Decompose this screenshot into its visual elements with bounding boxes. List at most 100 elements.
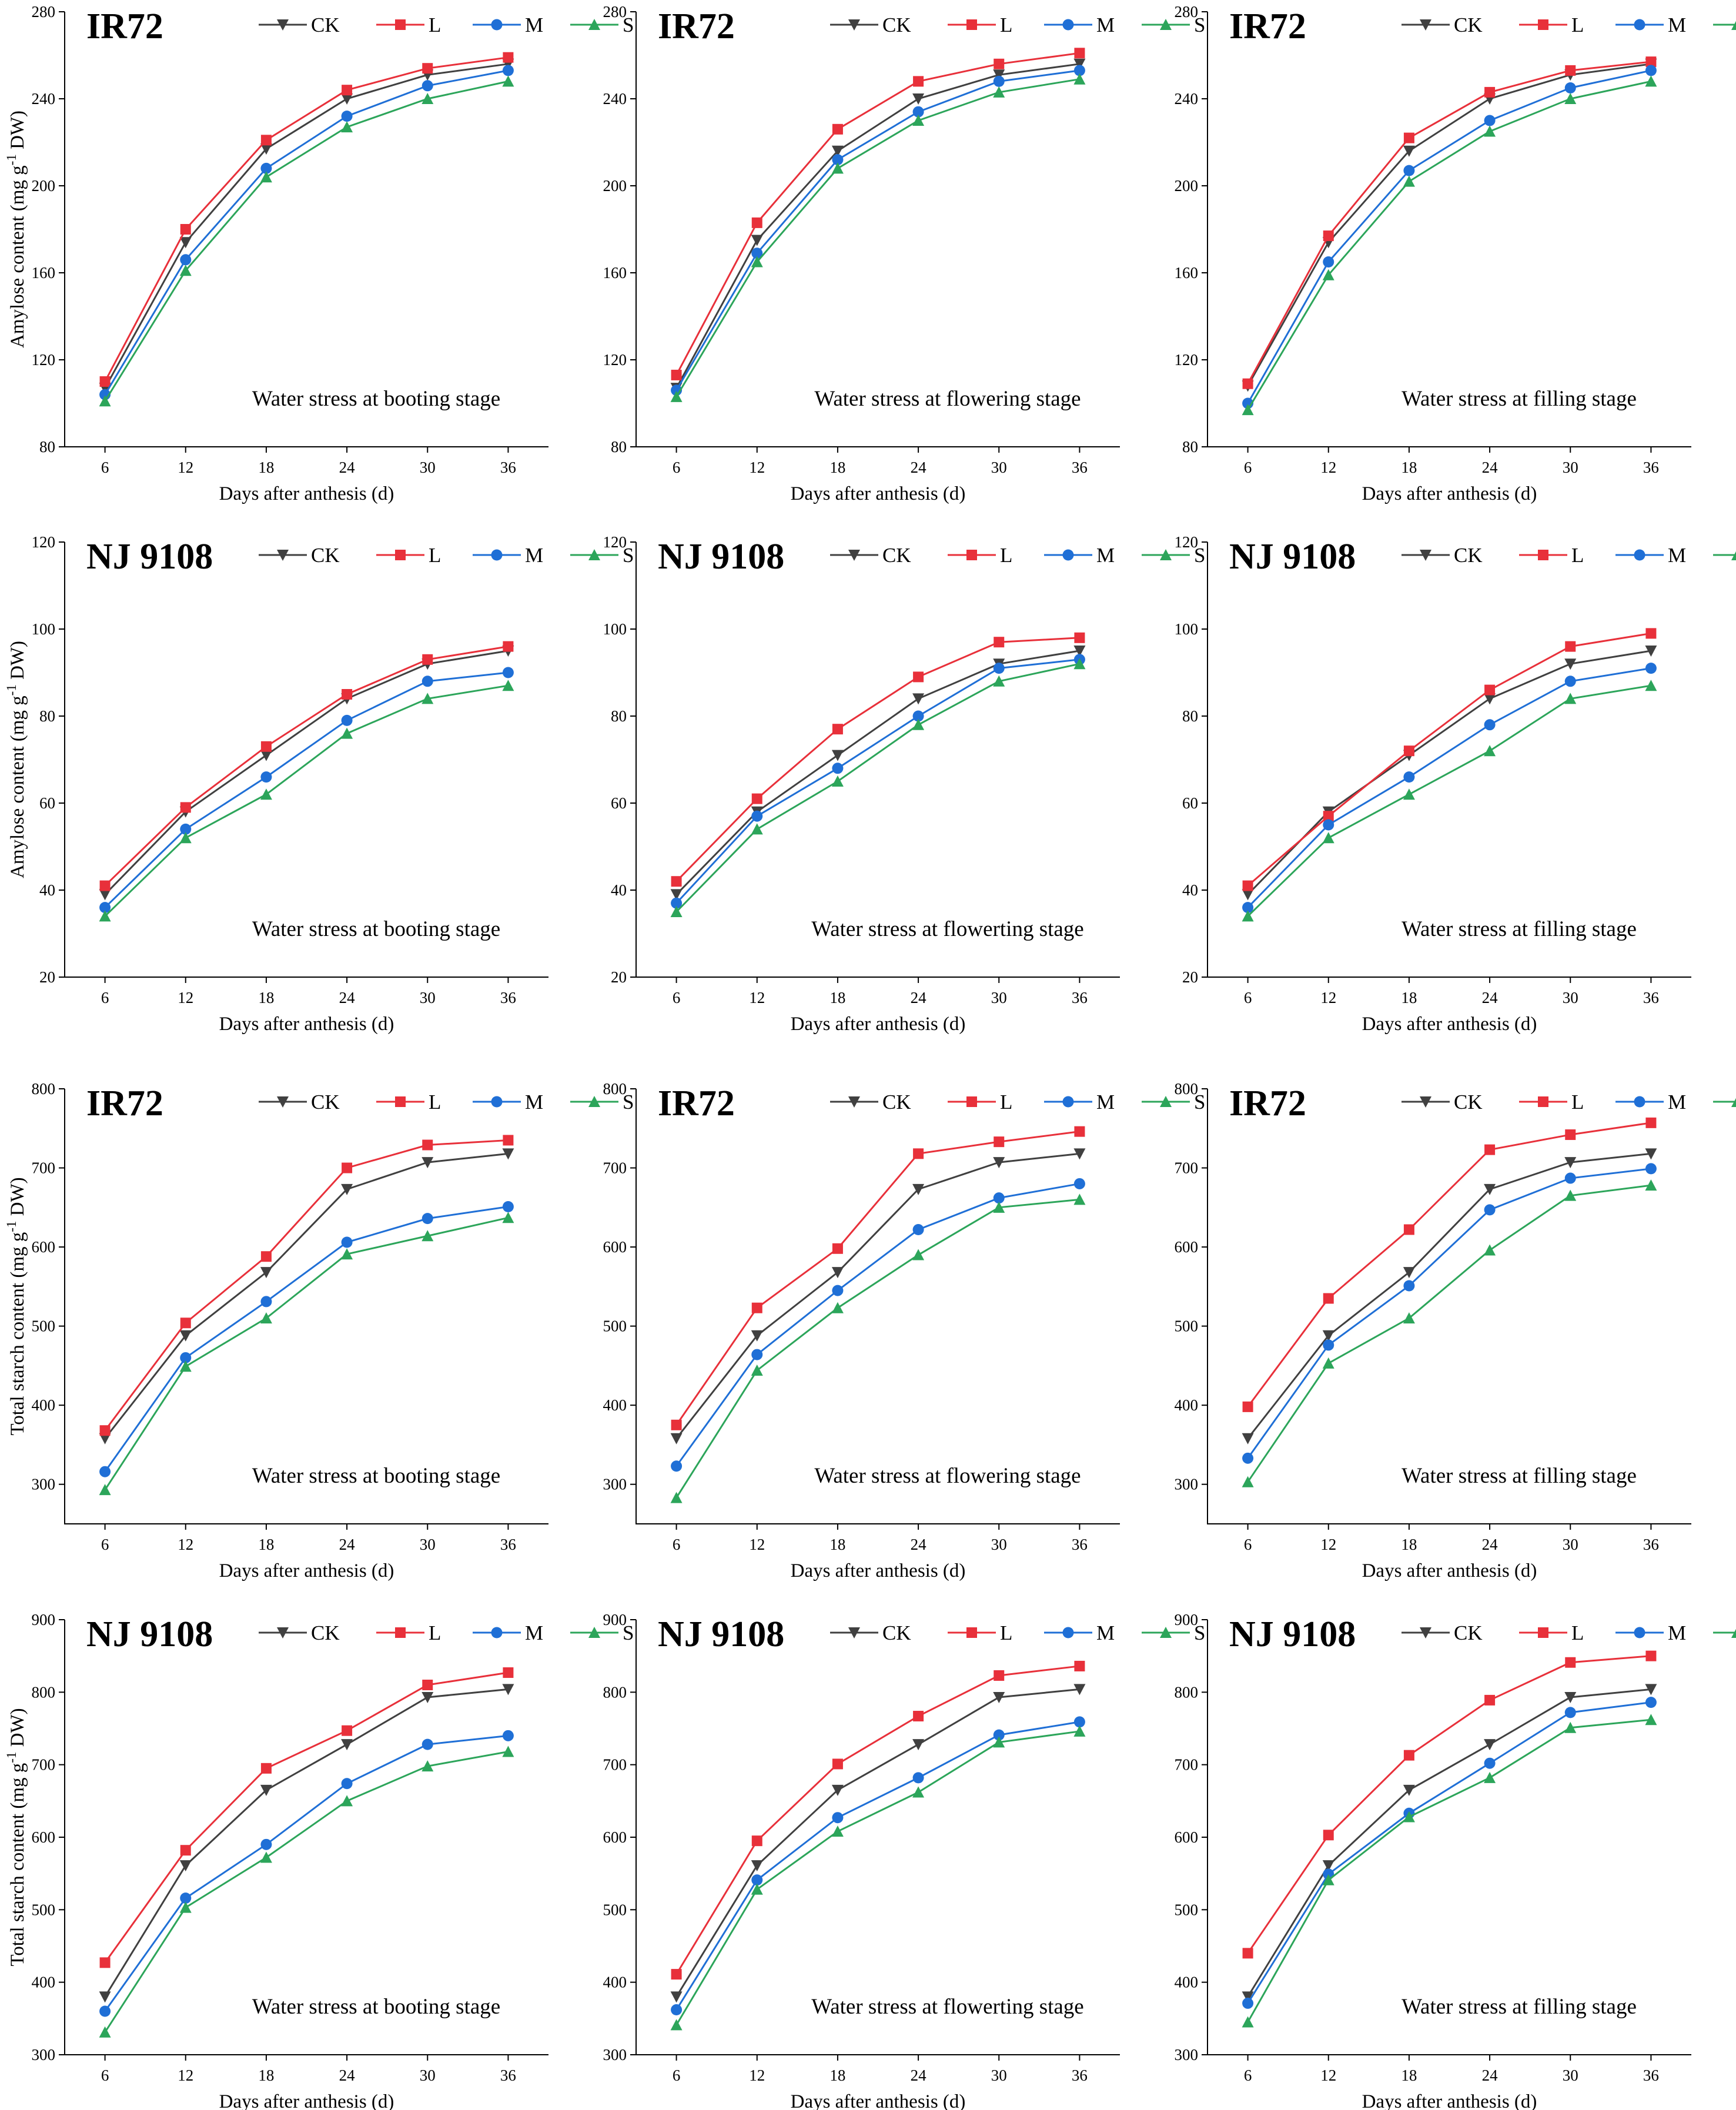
data-point-ck [1403,145,1415,157]
data-point-ck [670,1991,683,2003]
legend-label: S [623,544,634,567]
x-tick-label: 24 [911,459,927,476]
data-point-m [180,254,192,266]
series-line-m [104,1205,509,1473]
data-point-s [1645,1179,1657,1191]
legend-item-s: S [570,1091,634,1113]
data-point-m [502,1201,514,1212]
legend-item-s: S [1142,1621,1205,1644]
y-tick-label: 200 [603,177,627,195]
data-point-s [1484,1771,1496,1783]
series-line-m [1247,1701,1651,2004]
data-point-s [422,93,434,104]
data-point-m [912,106,924,118]
x-tick-label: 24 [339,989,356,1006]
data-point-l [342,1725,353,1736]
data-point-m [180,1352,192,1363]
data-point-l [180,802,191,813]
x-axis-label: Days after anthesis (d) [791,483,966,504]
data-point-m [1484,719,1496,731]
x-tick-label: 12 [749,2066,765,2084]
x-tick-label: 30 [991,2066,1007,2084]
legend-marker-m [1634,549,1645,561]
data-point-l [342,689,353,700]
panel-title: NJ 9108 [86,537,213,577]
data-point-s [912,115,925,126]
y-tick-label: 800 [603,1080,627,1098]
y-tick-label: 700 [1175,1159,1199,1177]
series-l [1242,1650,1657,1959]
data-point-l [180,1318,191,1329]
series-line-ck [104,1152,509,1439]
data-point-m [1564,1172,1576,1184]
y-tick-label: 400 [1175,1974,1199,1991]
x-tick-label: 6 [1244,459,1252,476]
legend-item-ck: CK [1401,1621,1483,1644]
x-tick-label: 6 [101,2066,109,2084]
x-tick-label: 18 [258,989,274,1006]
x-tick-label: 12 [1320,2066,1336,2084]
y-tick-label: 100 [1175,620,1199,638]
data-point-l [1323,1293,1334,1304]
x-tick-label: 30 [1563,459,1578,476]
data-point-s [502,680,514,691]
series-line-l [675,637,1080,882]
y-tick-label: 120 [603,533,627,551]
legend-marker-m [491,1627,503,1638]
legend-marker-s [1160,1627,1172,1638]
y-tick-label: 500 [603,1318,627,1335]
legend-label: CK [882,1091,911,1113]
x-tick-label: 12 [1320,1536,1336,1553]
data-point-m [1403,771,1415,783]
data-point-s [751,256,763,267]
data-point-s [912,1249,925,1260]
y-tick-label: 240 [32,90,56,108]
series-line-l [675,52,1080,376]
data-point-ck [99,1991,111,2003]
data-point-l [1645,1650,1657,1661]
data-point-s [670,906,683,917]
data-point-m [751,810,763,822]
legend-marker-ck [277,1627,289,1638]
data-point-s [831,162,844,174]
x-tick-label: 12 [1320,459,1336,476]
data-point-s [341,121,353,133]
series-line-m [104,1734,509,2012]
y-tick-label: 400 [603,1396,627,1414]
axis-frame [1207,1089,1691,1524]
legend-marker-ck [1420,19,1431,31]
y-tick-label: 500 [603,1901,627,1918]
data-point-ck [831,1784,844,1796]
legend-item-m: M [473,1091,543,1113]
x-tick-label: 24 [911,1536,927,1553]
data-point-l [1403,1224,1414,1235]
x-axis-label: Days after anthesis (d) [791,1014,966,1035]
data-point-l [1403,132,1414,143]
series-line-ck [104,63,509,389]
x-tick-label: 24 [1482,1536,1498,1553]
x-tick-label: 30 [1563,2066,1578,2084]
series-m [671,1716,1085,2016]
legend-marker-s [1731,1629,1736,1638]
data-point-l [671,369,682,380]
y-tick-label: 900 [32,1611,56,1629]
data-point-l [99,880,111,891]
data-point-m [422,676,433,687]
legend-marker-l [395,1096,406,1107]
x-tick-label: 30 [991,459,1007,476]
data-point-l [180,1845,191,1856]
data-point-s [1322,832,1334,844]
data-point-m [1484,1204,1496,1216]
x-tick-label: 18 [1401,2066,1417,2084]
legend-label: L [1000,1621,1012,1644]
legend-item-m: M [1044,1091,1115,1113]
legend-label: M [1096,1621,1115,1644]
series-line-m [1247,69,1651,404]
series-s [1242,680,1657,922]
legend-marker-s [1160,1096,1172,1107]
legend-item-l: L [948,544,1012,567]
x-tick-label: 6 [673,989,681,1006]
series-s [99,680,514,922]
data-point-m [1645,65,1657,76]
legend-marker-s [588,1627,600,1638]
